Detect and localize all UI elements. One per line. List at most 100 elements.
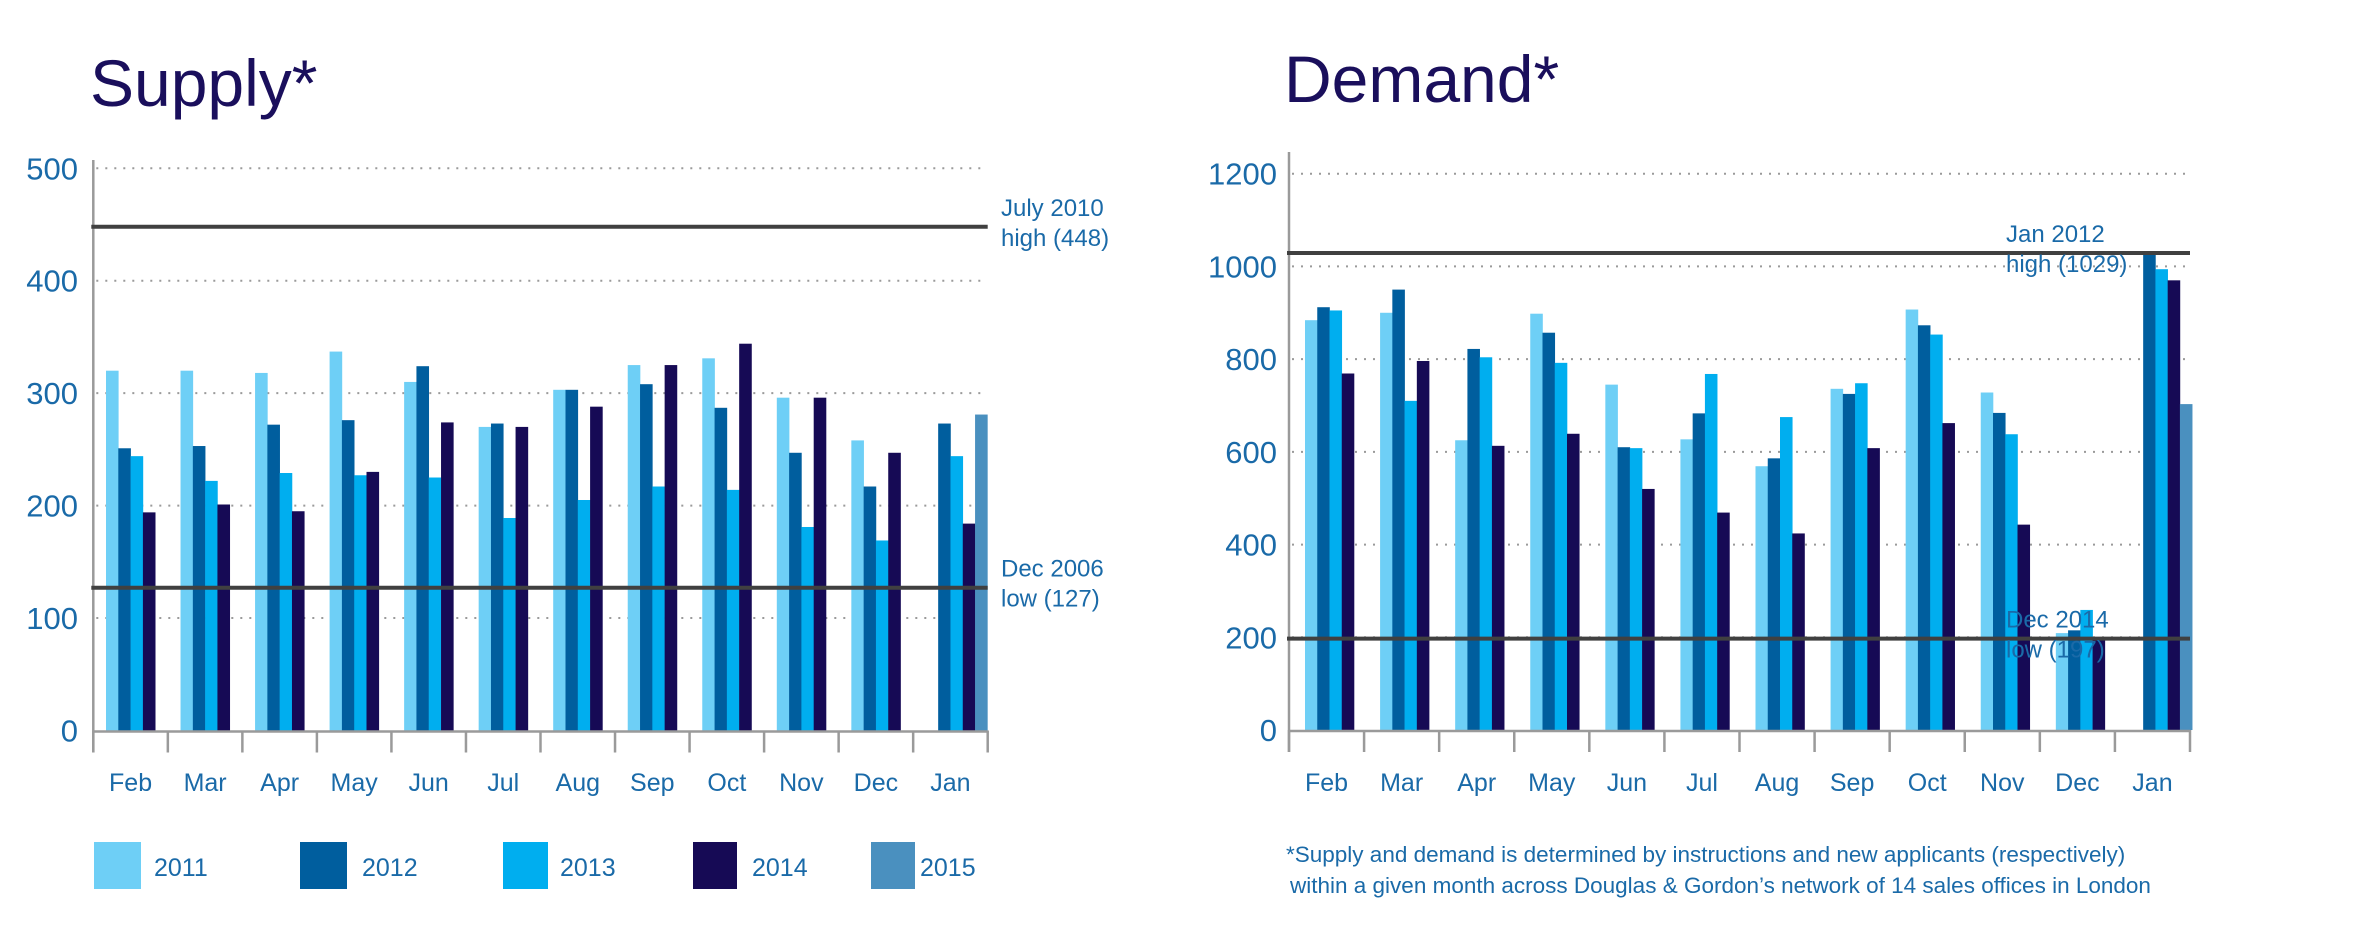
supply-bar-2013-sep: [652, 486, 665, 731]
supply-bar-2011-jul: [478, 426, 492, 731]
demand-bar-2014-jul: [1717, 512, 1730, 730]
supply-bar-2013-mar: [205, 480, 218, 731]
demand-bar-2013-feb: [1329, 310, 1343, 730]
supply-bar-2012-jun: [416, 366, 430, 731]
demand-chart: 0 200 400 600 800 1000 1200 Feb Mar Apr May Jun Jul A…: [1208, 152, 2193, 797]
demand-ytick-label: 1200: [1208, 157, 1277, 192]
supply-bar-2014-dec: [888, 452, 901, 731]
demand-bar-2014-jan: [2167, 280, 2181, 730]
legend-label-2011: 2011: [154, 854, 208, 882]
supply-bar-2013-feb: [130, 456, 144, 731]
demand-bar-2012-oct: [1917, 325, 1931, 730]
supply-bar-2013-apr: [279, 473, 293, 731]
demand-bar-2014-nov: [2017, 524, 2031, 730]
supply-bar-2011-nov: [776, 397, 790, 731]
supply-bar-2014-may: [366, 471, 380, 731]
demand-ytick-label: 1000: [1208, 249, 1277, 284]
demand-ytick-label: 0: [1260, 713, 1277, 748]
demand-month-label: May: [1528, 769, 1576, 797]
supply-bar-2013-jan: [950, 456, 964, 731]
supply-bar-2011-mar: [180, 370, 194, 731]
demand-month-label: Mar: [1380, 769, 1423, 797]
demand-month-label: Jun: [1607, 769, 1647, 797]
supply-bar-2013-may: [354, 475, 367, 731]
supply-month-label: Dec: [854, 769, 898, 797]
demand-month-label: Nov: [1980, 769, 2025, 797]
demand-bar-2013-jan: [2155, 269, 2168, 730]
supply-bar-2012-may: [341, 420, 355, 731]
supply-bar-2013-jun: [428, 477, 442, 731]
legend-label-2014: 2014: [752, 854, 808, 882]
supply-bar-2011-sep: [627, 365, 641, 731]
demand-bar-2013-nov: [2005, 434, 2018, 730]
demand-bar-2014-aug: [1792, 533, 1805, 730]
supply-bar-2013-oct: [726, 489, 740, 731]
demand-bar-2013-jul: [1704, 373, 1718, 730]
supply-month-label: May: [331, 769, 379, 797]
supply-bar-2014-sep: [664, 365, 678, 731]
demand-bar-2011-oct: [1905, 309, 1919, 730]
demand-bar-2011-aug: [1755, 466, 1769, 730]
demand-ytick-label: 400: [1225, 528, 1277, 563]
supply-bar-2014-jan: [962, 523, 976, 731]
supply-month-label: Mar: [184, 769, 227, 797]
demand-bar-2014-feb: [1341, 373, 1355, 730]
supply-bar-2012-oct: [714, 407, 728, 731]
demand-bar-2011-dec: [2055, 633, 2069, 730]
demand-bar-2012-nov: [1993, 412, 2006, 730]
supply-bar-2011-jun: [404, 381, 417, 731]
supply-month-label: Apr: [260, 769, 299, 797]
demand-bar-2014-oct: [1942, 423, 1955, 730]
demand-ytick-label: 600: [1225, 435, 1277, 470]
supply-month-label: Nov: [779, 769, 824, 797]
legend-label-2012: 2012: [362, 854, 418, 882]
legend-swatch-2012: [300, 842, 347, 889]
supply-bar-2013-nov: [801, 526, 814, 731]
demand-bar-2014-apr: [1491, 445, 1505, 730]
supply-month-label: Sep: [630, 769, 674, 797]
demand-month-label: Dec: [2055, 769, 2099, 797]
supply-bar-2011-feb: [106, 370, 119, 731]
supply-reference-label-line2: low (127): [1001, 586, 1100, 613]
supply-bar-2012-aug: [565, 389, 579, 731]
supply-month-label: Jul: [487, 769, 519, 797]
demand-bar-2013-sep: [1855, 383, 1868, 730]
demand-bar-2012-jun: [1617, 447, 1631, 730]
demand-bar-2014-mar: [1416, 360, 1430, 730]
legend-label-2013: 2013: [560, 854, 616, 882]
supply-month-label: Jan: [930, 769, 970, 797]
demand-bar-2012-aug: [1767, 458, 1781, 730]
demand-bar-2011-nov: [1980, 392, 1994, 730]
demand-title: Demand*: [1284, 42, 1559, 116]
supply-bar-2011-may: [329, 351, 343, 731]
demand-reference-label-line2: high (1029): [2006, 251, 2127, 278]
demand-reference-label-line1: Dec 2014: [2006, 607, 2109, 634]
supply-ytick-label: 200: [26, 489, 78, 524]
legend-swatch-2015: [871, 842, 915, 889]
demand-bar-2013-may: [1554, 362, 1568, 730]
supply-bar-2014-mar: [217, 504, 231, 731]
supply-ytick-label: 100: [26, 601, 78, 636]
supply-month-label: Oct: [707, 769, 746, 797]
demand-bar-2015-jan: [2179, 404, 2193, 730]
legend: 2011 2012 2013 2014 2015: [94, 842, 976, 889]
supply-month-label: Aug: [556, 769, 600, 797]
supply-bar-2013-dec: [875, 540, 889, 731]
supply-bar-2014-apr: [291, 511, 305, 731]
supply-ytick-label: 400: [26, 264, 78, 299]
demand-bar-2014-dec: [2092, 638, 2106, 730]
demand-bar-2011-feb: [1305, 320, 1318, 730]
supply-bar-2014-jul: [515, 426, 529, 731]
supply-title: Supply*: [90, 46, 318, 120]
demand-bar-2013-jun: [1629, 448, 1643, 730]
demand-ytick-label: 800: [1225, 342, 1277, 377]
demand-ytick-label: 200: [1225, 620, 1277, 655]
supply-month-label: Jun: [409, 769, 449, 797]
supply-bar-2014-nov: [813, 397, 827, 731]
legend-label-2015: 2015: [920, 854, 976, 882]
supply-ytick-label: 0: [61, 714, 78, 749]
legend-swatch-2011: [94, 842, 141, 889]
demand-bar-2011-apr: [1455, 440, 1468, 730]
demand-bar-2012-sep: [1842, 393, 1856, 730]
